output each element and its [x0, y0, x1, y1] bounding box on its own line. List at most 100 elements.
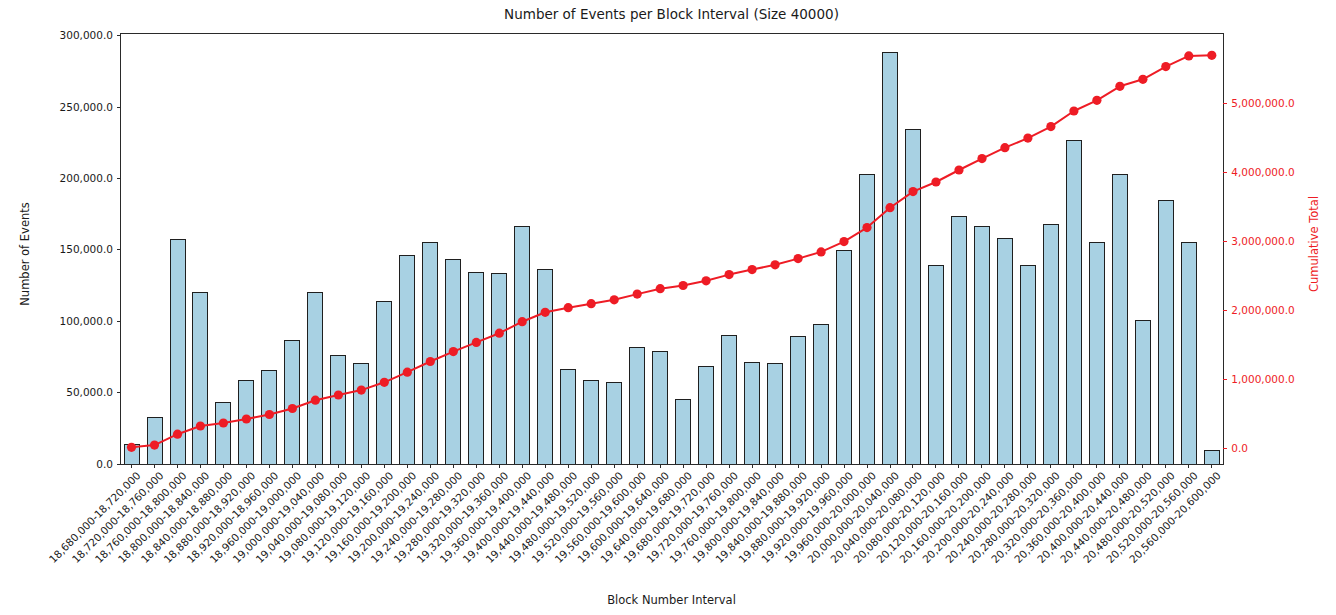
cumulative-point-20,160,000-20,200,000	[977, 154, 986, 163]
cumulative-point-20,360,000-20,400,000	[1092, 96, 1101, 105]
cumulative-point-20,120,000-20,160,000	[954, 165, 963, 174]
cumulative-point-19,240,000-19,280,000	[449, 347, 458, 356]
cumulative-point-19,120,000-19,160,000	[380, 378, 389, 387]
bar-19,880,000-19,920,000	[814, 324, 829, 464]
cumulative-point-19,520,000-19,560,000	[610, 295, 619, 304]
cumulative-point-19,200,000-19,240,000	[426, 357, 435, 366]
cumulative-point-19,280,000-19,320,000	[472, 338, 481, 347]
cumulative-point-19,560,000-19,600,000	[633, 290, 642, 299]
cumulative-point-19,160,000-19,200,000	[403, 368, 412, 377]
cumulative-point-18,880,000-18,920,000	[242, 414, 251, 423]
y-tick-label-left: 0.0	[96, 458, 113, 470]
cumulative-point-20,400,000-20,440,000	[1115, 82, 1124, 91]
cumulative-point-20,520,000-20,560,000	[1184, 51, 1193, 60]
cumulative-point-19,800,000-19,840,000	[771, 260, 780, 269]
bar-18,840,000-18,880,000	[216, 403, 231, 465]
cumulative-point-18,760,000-18,800,000	[173, 430, 182, 439]
y-tick-label-right: 1,000,000.0	[1231, 373, 1294, 385]
cumulative-point-20,000,000-20,040,000	[885, 203, 894, 212]
bar-19,240,000-19,280,000	[446, 259, 461, 464]
bar-20,280,000-20,320,000	[1043, 225, 1058, 465]
y-tick-label-right: 3,000,000.0	[1231, 235, 1294, 247]
cumulative-point-19,040,000-19,080,000	[334, 390, 343, 399]
cumulative-point-20,080,000-20,120,000	[931, 177, 940, 186]
cumulative-point-19,480,000-19,520,000	[587, 299, 596, 308]
bar-19,200,000-19,240,000	[423, 243, 438, 465]
bar-19,680,000-19,720,000	[699, 366, 714, 464]
cumulative-point-19,640,000-19,680,000	[679, 281, 688, 290]
cumulative-point-18,920,000-18,960,000	[265, 410, 274, 419]
bar-19,520,000-19,560,000	[607, 382, 622, 464]
bar-20,080,000-20,120,000	[929, 265, 944, 465]
bar-20,120,000-20,160,000	[952, 216, 967, 464]
y-tick-label-left: 300,000.0	[60, 29, 113, 41]
bar-19,960,000-20,000,000	[860, 175, 875, 465]
y-tick-label-left: 200,000.0	[60, 172, 113, 184]
y-tick-label-left: 50,000.0	[66, 386, 113, 398]
cumulative-point-19,320,000-19,360,000	[495, 329, 504, 338]
bar-20,480,000-20,520,000	[1158, 201, 1173, 465]
bar-20,360,000-20,400,000	[1089, 243, 1104, 465]
bar-20,000,000-20,040,000	[883, 52, 898, 465]
cumulative-point-19,080,000-19,120,000	[357, 386, 366, 395]
chart-figure: Number of Events per Block Interval (Siz…	[0, 0, 1336, 615]
plot-area: 0.0 50,000.0 100,000.0 150,000.0 200,000.0 25…	[0, 0, 1336, 615]
bar-19,920,000-19,960,000	[837, 251, 852, 465]
bar-19,000,000-19,040,000	[308, 292, 323, 464]
bar-19,840,000-19,880,000	[791, 336, 806, 464]
cumulative-point-19,440,000-19,480,000	[564, 303, 573, 312]
bar-20,440,000-20,480,000	[1135, 320, 1150, 465]
bar-19,160,000-19,200,000	[400, 256, 415, 465]
cumulative-point-20,040,000-20,080,000	[908, 187, 917, 196]
bar-19,440,000-19,480,000	[561, 369, 576, 464]
bar-19,720,000-19,760,000	[722, 335, 737, 465]
cumulative-point-20,280,000-20,320,000	[1046, 122, 1055, 131]
bar-20,520,000-20,560,000	[1181, 243, 1196, 465]
cumulative-point-18,960,000-19,000,000	[288, 404, 297, 413]
y-tick-label-left: 150,000.0	[60, 243, 113, 255]
bar-19,040,000-19,080,000	[331, 356, 346, 465]
y-tick-label-left: 100,000.0	[60, 315, 113, 327]
y-tick-label-right: 2,000,000.0	[1231, 304, 1294, 316]
cumulative-point-19,840,000-19,880,000	[794, 254, 803, 263]
cumulative-point-19,920,000-19,960,000	[839, 237, 848, 246]
bar-19,080,000-19,120,000	[354, 364, 369, 465]
bar-18,960,000-19,000,000	[285, 341, 300, 465]
bar-19,560,000-19,600,000	[630, 347, 645, 464]
bar-19,360,000-19,400,000	[515, 226, 530, 464]
bar-20,560,000-20,600,000	[1204, 450, 1219, 465]
bar-19,480,000-19,520,000	[584, 381, 599, 465]
cumulative-point-18,840,000-18,880,000	[219, 418, 228, 427]
cumulative-point-18,800,000-18,840,000	[196, 421, 205, 430]
bar-20,160,000-20,200,000	[975, 226, 990, 464]
cumulative-point-19,600,000-19,640,000	[656, 284, 665, 293]
bar-20,240,000-20,280,000	[1020, 266, 1035, 465]
cumulative-point-19,000,000-19,040,000	[311, 396, 320, 405]
cumulative-point-20,480,000-20,520,000	[1161, 62, 1170, 71]
cumulative-point-19,400,000-19,440,000	[541, 308, 550, 317]
bar-19,600,000-19,640,000	[653, 351, 668, 464]
cumulative-point-20,440,000-20,480,000	[1138, 75, 1147, 84]
bar-19,640,000-19,680,000	[676, 399, 691, 464]
cumulative-point-20,560,000-20,600,000	[1207, 51, 1216, 60]
bar-18,800,000-18,840,000	[193, 293, 208, 465]
cumulative-point-18,720,000-18,760,000	[150, 441, 159, 450]
bar-20,200,000-20,240,000	[997, 239, 1012, 465]
cumulative-point-19,360,000-19,400,000	[518, 317, 527, 326]
cumulative-point-20,240,000-20,280,000	[1023, 134, 1032, 143]
bar-19,320,000-19,360,000	[492, 274, 507, 465]
cumulative-point-20,200,000-20,240,000	[1000, 143, 1009, 152]
bar-19,280,000-19,320,000	[469, 273, 484, 465]
cumulative-point-18,680,000-18,720,000	[127, 443, 136, 452]
y-tick-label-right: 0.0	[1231, 442, 1248, 454]
y-tick-label-left: 250,000.0	[60, 101, 113, 113]
bar-19,400,000-19,440,000	[538, 269, 553, 464]
bar-20,400,000-20,440,000	[1112, 174, 1127, 464]
bar-19,760,000-19,800,000	[745, 362, 760, 464]
bar-20,040,000-20,080,000	[906, 130, 921, 465]
cumulative-point-19,680,000-19,720,000	[702, 276, 711, 285]
cumulative-point-19,960,000-20,000,000	[862, 223, 871, 232]
cumulative-point-20,320,000-20,360,000	[1069, 106, 1078, 115]
bar-20,320,000-20,360,000	[1066, 141, 1081, 465]
y-tick-label-right: 4,000,000.0	[1231, 166, 1294, 178]
